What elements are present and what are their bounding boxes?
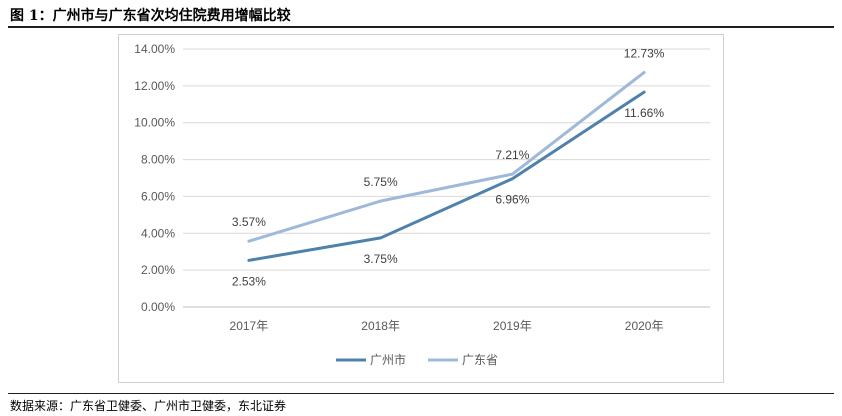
y-tick-label: 12.00% [134,79,175,93]
legend-label: 广东省 [462,353,498,367]
source-rule [8,393,834,394]
x-axis-ticks: 2017年 2018年 2019年 2020年 [230,319,664,333]
data-label: 11.66% [624,106,664,120]
series-line-guangzhou [247,90,646,262]
data-label: 3.75% [364,252,398,266]
y-tick-label: 6.00% [141,189,175,203]
chart-frame [118,34,724,383]
title-rule [8,26,834,28]
data-label: 2.53% [232,274,266,288]
x-tick-label: 2020年 [625,319,664,333]
data-labels: 2.53% 3.75% 6.96% 11.66% 3.57% 5.75% 7.21% 12.7… [232,46,665,288]
gridlines [183,48,710,308]
y-tick-label: 0.00% [141,300,175,314]
x-tick-label: 2018年 [361,319,400,333]
y-axis-ticks: 0.00% 2.00% 4.00% 6.00% 8.00% 10.00% 12.00% 14.… [134,42,175,314]
data-label: 12.73% [624,46,665,60]
y-tick-label: 10.00% [134,116,175,130]
data-label: 3.57% [232,215,266,229]
y-tick-label: 8.00% [141,153,175,167]
series-line-guangdong [247,70,646,243]
series-lines [247,70,646,262]
data-label: 7.21% [495,148,529,162]
x-tick-label: 2019年 [493,319,532,333]
figure-title: 图 1：广州市与广东省次均住院费用增幅比较 [10,8,291,24]
y-tick-label: 4.00% [141,226,175,240]
legend-label: 广州市 [370,352,406,367]
legend: 广州市 广东省 [336,352,498,367]
source-note: 数据来源：广东省卫健委、广州市卫健委，东北证券 [10,399,287,413]
x-tick-label: 2017年 [230,319,269,333]
y-tick-label: 2.00% [141,263,175,277]
data-label: 5.75% [364,175,398,189]
data-label: 6.96% [495,193,529,207]
y-tick-label: 14.00% [134,42,175,56]
